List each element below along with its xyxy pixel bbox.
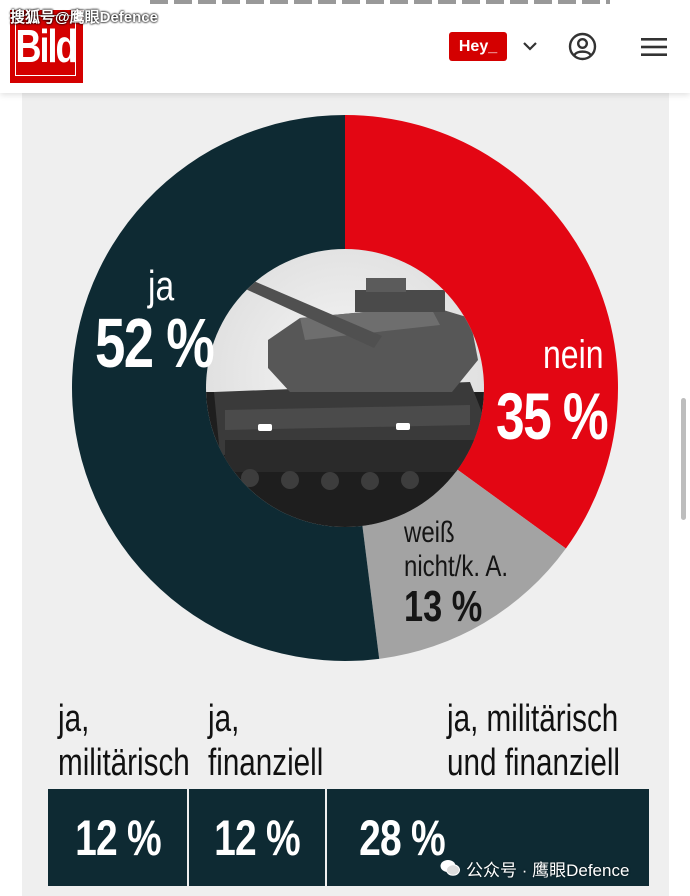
site-header: Bild Hey_ [0, 0, 690, 93]
watermark-bottom: 公众号 · 鹰眼Defence [440, 855, 680, 881]
breakdown-label-militaerisch: ja, militärisch [58, 698, 190, 784]
chevron-down-icon[interactable] [520, 36, 540, 56]
watermark-bottom-text: 公众号 · 鹰眼Defence [466, 860, 630, 880]
donut-slice-nein [345, 115, 618, 549]
bild-logo-frame: Bild [15, 15, 78, 76]
user-circle-icon[interactable] [568, 32, 597, 61]
breakdown-value-finanziell: 12 % [214, 809, 301, 866]
breakdown-value-beides: 28 % [359, 809, 446, 866]
breakdown-cell-militaerisch: 12 % [48, 789, 187, 886]
breakdown-label-beides: ja, militärisch und finanziell [447, 698, 621, 784]
breakdown-value-militaerisch: 12 % [74, 809, 162, 866]
wechat-icon [440, 860, 460, 876]
breakdown-divider [187, 789, 189, 886]
ja-value: 52 % [95, 304, 215, 382]
breakdown-bar: 12 % 12 % 28 % [48, 789, 649, 886]
weiss-label: weiß nicht/k. A. [404, 516, 509, 583]
bild-logo-text: Bild [15, 19, 78, 73]
breakdown-cell-finanziell: 12 % [189, 789, 325, 886]
weiss-value: 13 % [404, 582, 483, 631]
hey-button[interactable]: Hey_ [449, 32, 507, 61]
nein-value: 35 % [496, 379, 609, 453]
hamburger-menu-icon[interactable] [641, 36, 667, 58]
bild-logo[interactable]: Bild [10, 10, 83, 83]
breakdown-cell-beides: 28 % [327, 789, 477, 886]
watermark-top: 搜狐号@鹰眼Defence [10, 9, 158, 26]
tank-photo [206, 249, 484, 527]
header-residual-text [150, 0, 610, 4]
breakdown-label-finanziell: ja, finanziell [208, 698, 324, 784]
ja-label: ja [148, 262, 175, 309]
nein-label: nein [543, 333, 604, 377]
breakdown-divider [325, 789, 327, 886]
scrollbar[interactable] [681, 398, 686, 520]
